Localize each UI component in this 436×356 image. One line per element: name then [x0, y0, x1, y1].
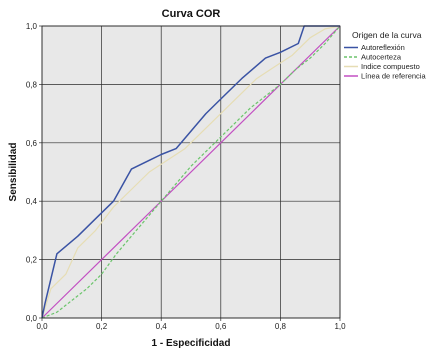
legend-label: Autocerteza	[361, 53, 402, 62]
series-line-1	[41, 25, 341, 319]
legend-label: Autoreflexión	[361, 43, 405, 52]
legend-label: Línea de referencia	[361, 72, 426, 81]
x-tick-label: 1,0	[334, 322, 346, 331]
x-tick-label: 0,4	[156, 322, 168, 331]
chart-title: Curva COR	[162, 8, 221, 20]
series-line-2	[41, 25, 341, 319]
y-tick-label: 0,0	[26, 314, 38, 323]
legend-label: Indice compuesto	[361, 62, 420, 71]
y-tick-label: 0,4	[26, 197, 38, 206]
x-tick-label: 0,8	[275, 322, 287, 331]
y-tick-labels: 0,0 0,2 0,4 0,6 0,8 1,0	[26, 22, 38, 323]
y-tick-label: 1,0	[26, 22, 38, 31]
y-tick-label: 0,6	[26, 139, 38, 148]
x-tick-label: 0,0	[36, 322, 48, 331]
x-tick-label: 0,6	[215, 322, 227, 331]
y-tick-label: 0,2	[26, 256, 38, 265]
x-tick-labels: 0,0 0,2 0,4 0,6 0,8 1,0	[36, 322, 346, 331]
y-tick-label: 0,8	[26, 80, 38, 89]
series-layer	[41, 25, 341, 319]
x-tick-label: 0,2	[96, 322, 108, 331]
plot-frame	[41, 25, 341, 319]
series-line-0	[41, 25, 340, 319]
x-axis-title: 1 - Especificidad	[152, 338, 231, 349]
legend: Origen de la curva AutoreflexiónAutocert…	[344, 30, 426, 81]
legend-title: Origen de la curva	[352, 30, 422, 40]
y-axis-title: Sensibilidad	[8, 143, 19, 202]
